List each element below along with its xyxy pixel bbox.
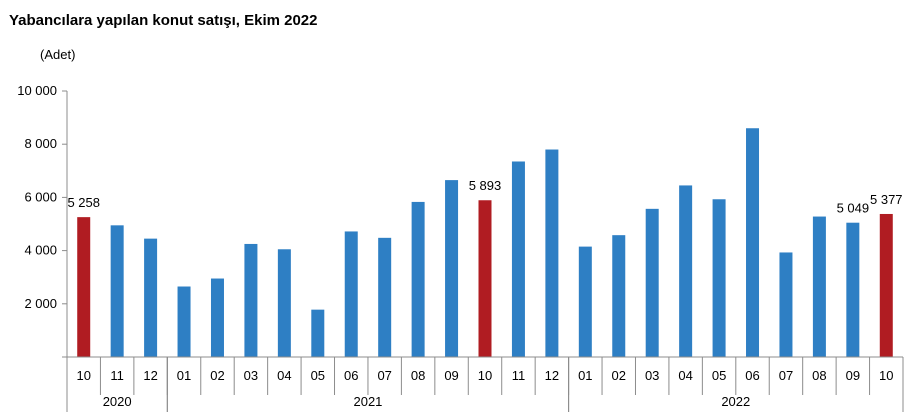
x-tick-label: 10 xyxy=(879,368,893,383)
x-axis: 10 11 12 01 02 03 04 05 06 07 08 09 10 11 12 01 02 03 04 05… xyxy=(66,356,904,412)
bar xyxy=(445,180,459,357)
chart-title: Yabancılara yapılan konut satışı, Ekim 2… xyxy=(9,12,317,29)
x-tick-label: 07 xyxy=(377,368,391,383)
bar xyxy=(511,161,525,357)
bar xyxy=(645,208,659,357)
year-label: 2021 xyxy=(353,394,382,409)
bar xyxy=(712,199,726,357)
bar xyxy=(578,246,592,357)
bar xyxy=(812,216,826,357)
bar xyxy=(746,128,760,357)
data-label: 5 377 xyxy=(870,192,903,207)
x-tick-label: 11 xyxy=(110,368,124,383)
bar xyxy=(378,237,392,357)
y-tick-label: 4 000 xyxy=(24,243,57,258)
x-tick-label: 08 xyxy=(812,368,826,383)
bar xyxy=(110,225,124,357)
x-tick-label: 06 xyxy=(745,368,759,383)
bar xyxy=(277,249,291,357)
bar xyxy=(210,278,224,357)
x-tick-label: 12 xyxy=(143,368,157,383)
bars xyxy=(77,128,893,357)
bar xyxy=(177,286,191,357)
x-tick-label: 12 xyxy=(545,368,559,383)
bar xyxy=(344,231,358,357)
x-tick-label: 05 xyxy=(712,368,726,383)
year-label: 2020 xyxy=(103,394,132,409)
bar xyxy=(846,222,860,357)
data-label: 5 893 xyxy=(469,178,502,193)
x-tick-label: 08 xyxy=(411,368,425,383)
bar xyxy=(244,243,258,357)
x-tick-label: 09 xyxy=(846,368,860,383)
bar xyxy=(144,238,158,357)
bar xyxy=(679,185,693,357)
x-tick-label: 07 xyxy=(779,368,793,383)
x-tick-label: 09 xyxy=(444,368,458,383)
bar xyxy=(779,252,793,357)
y-tick-label: 8 000 xyxy=(24,136,57,151)
y-tick-label: 10 000 xyxy=(17,83,57,98)
x-tick-label: 04 xyxy=(277,368,291,383)
x-tick-label: 01 xyxy=(177,368,191,383)
y-tick-label: 6 000 xyxy=(24,189,57,204)
bar xyxy=(411,201,425,357)
y-axis-unit-label: (Adet) xyxy=(40,47,75,62)
bar xyxy=(545,149,559,357)
x-tick-label: 05 xyxy=(311,368,325,383)
x-tick-label: 03 xyxy=(645,368,659,383)
x-tick-label: 01 xyxy=(578,368,592,383)
y-axis: 2 000 4 000 6 000 8 000 10 000 xyxy=(17,83,68,358)
x-tick-label: 10 xyxy=(478,368,492,383)
x-tick-label: 04 xyxy=(678,368,692,383)
bar xyxy=(612,235,626,357)
year-label: 2022 xyxy=(721,394,750,409)
x-tick-label: 11 xyxy=(512,368,526,383)
bar xyxy=(879,213,893,357)
bar xyxy=(311,309,325,357)
x-tick-label: 10 xyxy=(76,368,90,383)
bar xyxy=(77,217,91,357)
y-tick-label: 2 000 xyxy=(24,296,57,311)
bar xyxy=(478,200,492,357)
x-tick-label: 02 xyxy=(612,368,626,383)
x-tick-label: 06 xyxy=(344,368,358,383)
x-tick-label: 03 xyxy=(244,368,258,383)
data-label: 5 258 xyxy=(67,195,100,210)
x-tick-label: 02 xyxy=(210,368,224,383)
data-label: 5 049 xyxy=(837,201,870,216)
